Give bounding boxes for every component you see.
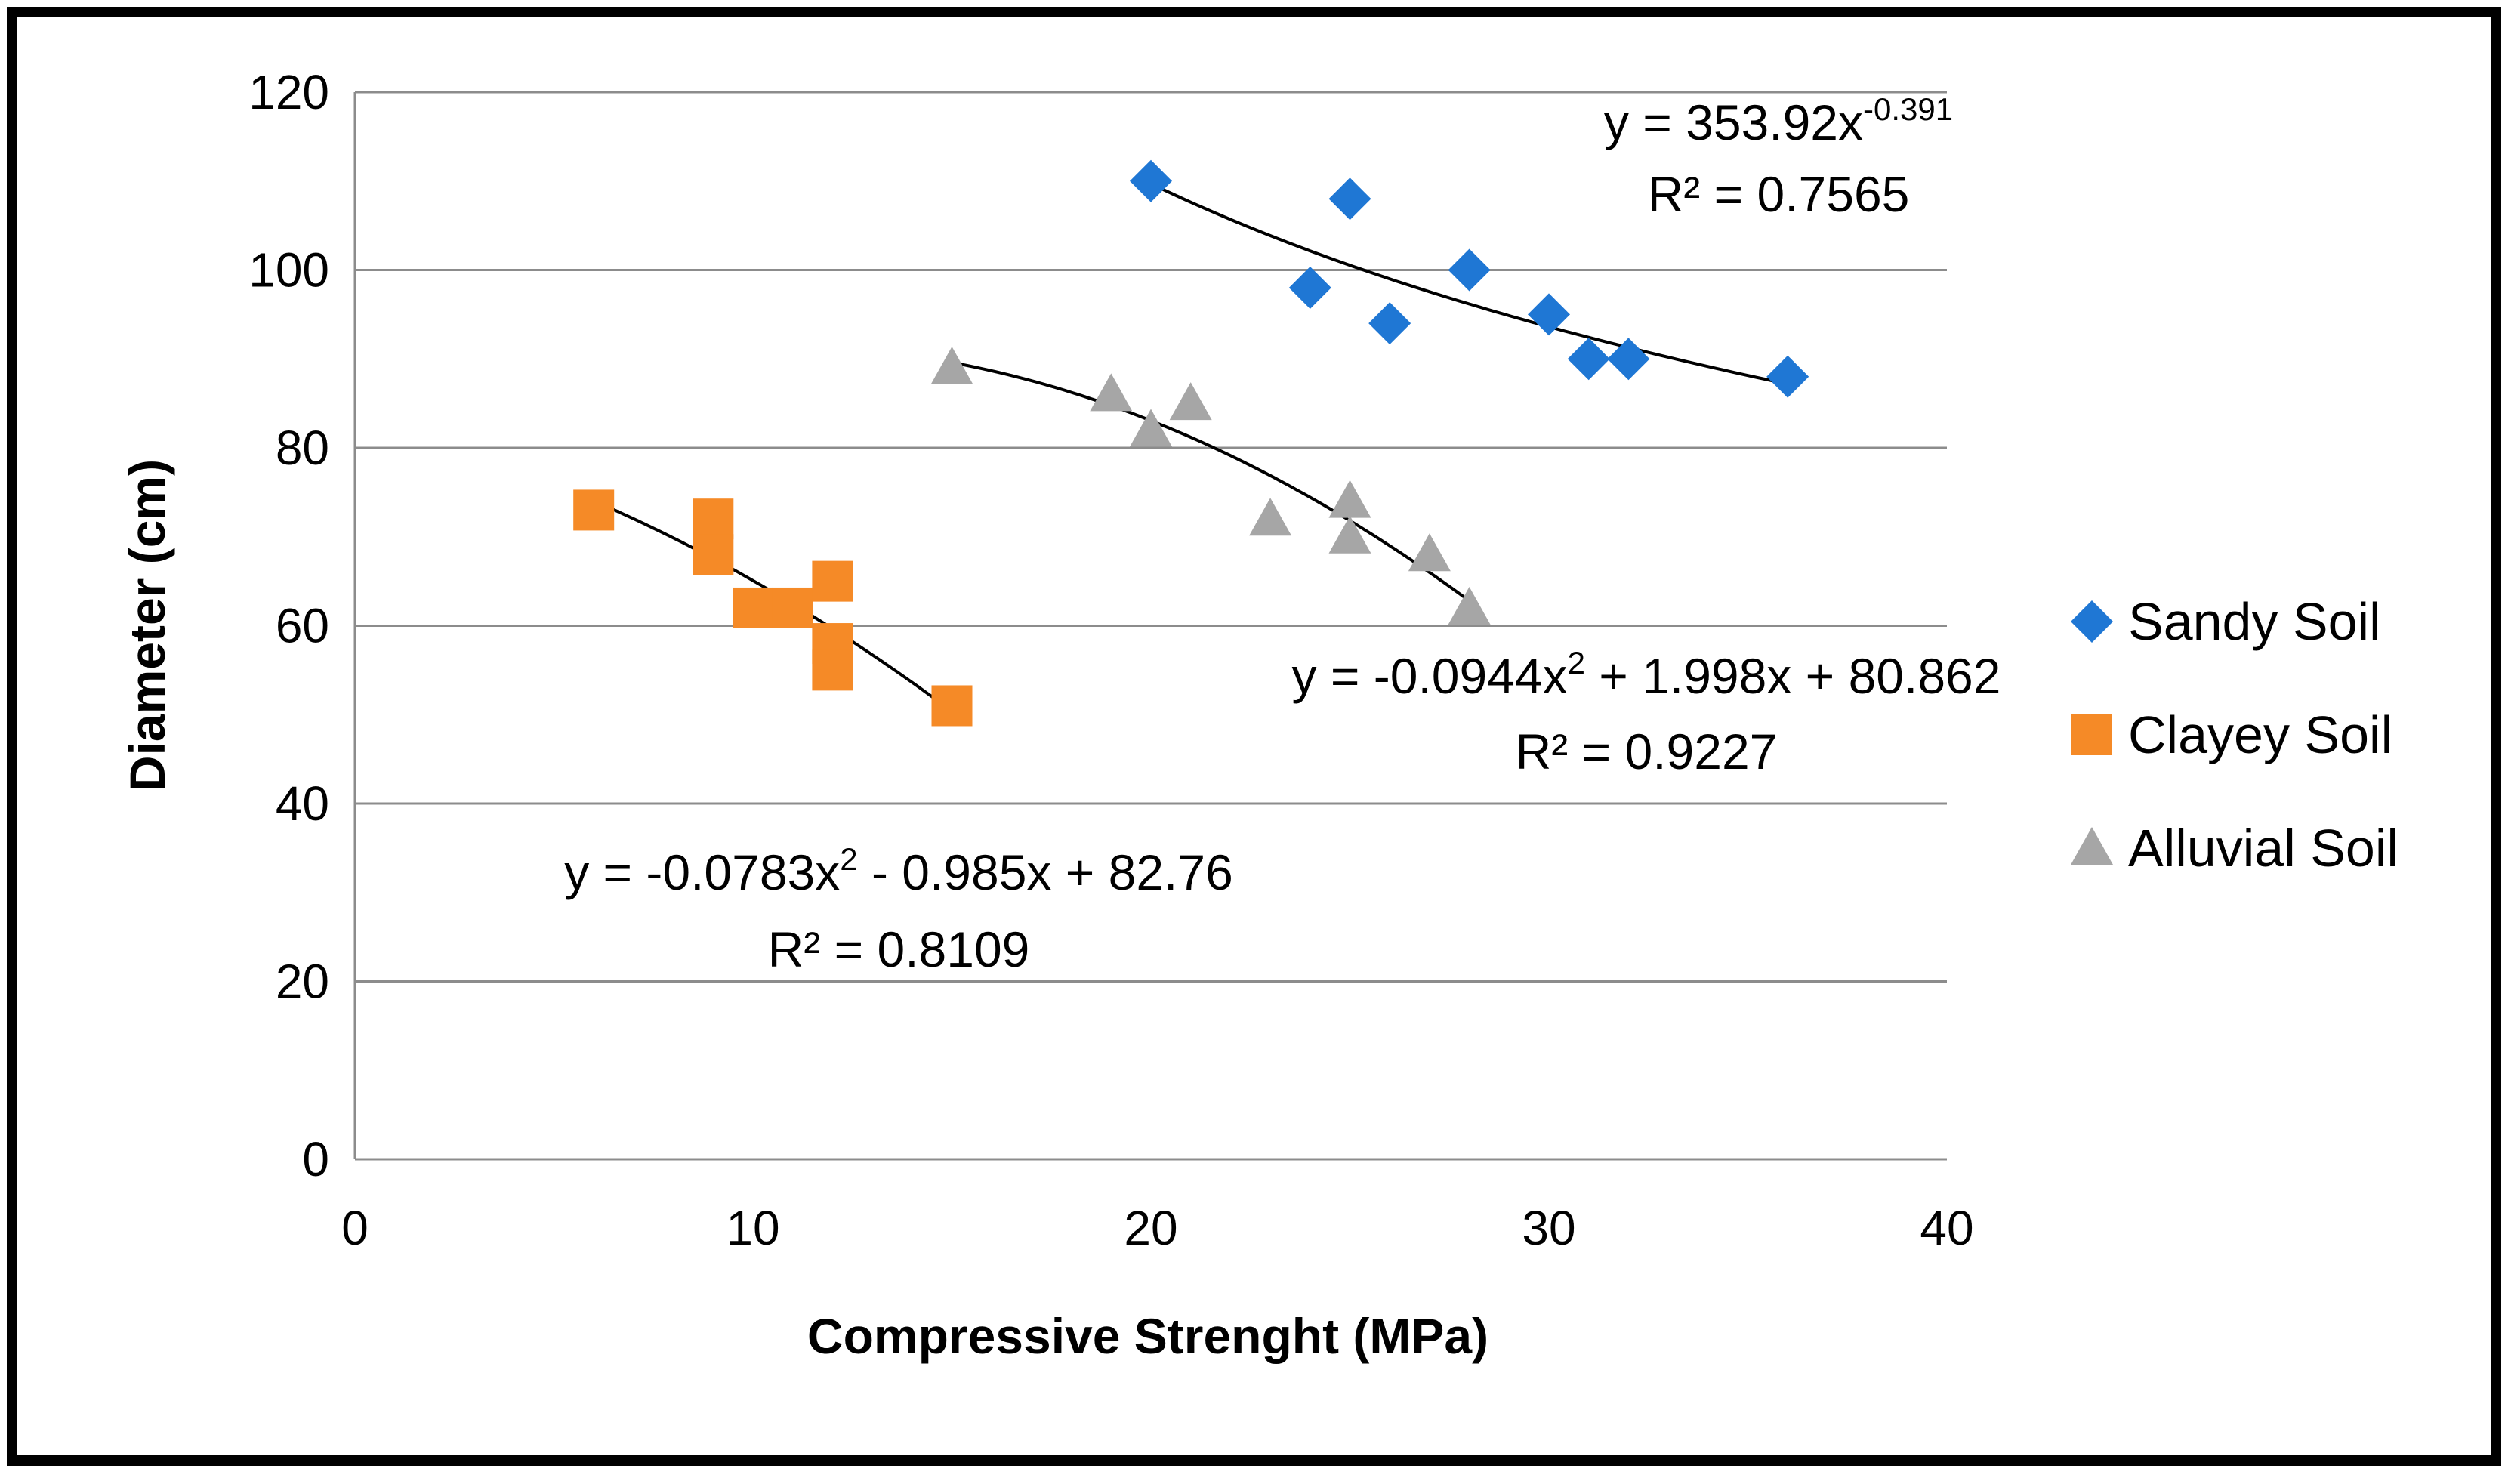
alluvial-soil-point: [1249, 498, 1292, 536]
sandy-soil-trendline: [1150, 182, 1788, 386]
clayey-soil-point: [693, 534, 734, 575]
grid-layer: [355, 91, 1947, 983]
clayey-soil-point: [573, 489, 615, 531]
alluvial-soil-point: [1328, 515, 1371, 554]
y-tick-label: 20: [276, 955, 329, 1009]
x-axis-title: Compressive Strenght (MPa): [807, 1308, 1488, 1364]
alluvial-soil-point: [1408, 533, 1451, 572]
clayey-soil-point: [733, 587, 773, 628]
legend-label-alluvial-soil: Alluvial Soil: [2128, 819, 2398, 878]
sandy-soil-equation-exponent: -0.391: [1863, 91, 1953, 127]
x-tick-label: 0: [341, 1201, 369, 1255]
alluvial-soil-point: [1090, 373, 1133, 412]
alluvial-soil-point: [1130, 409, 1172, 447]
sandy-soil-point: [1607, 338, 1650, 381]
legend-marker-alluvial-soil: [2071, 827, 2113, 865]
alluvial-soil-equation-rest: + 1.998x + 80.862: [1585, 648, 2001, 704]
legend-label-sandy-soil: Sandy Soil: [2128, 592, 2381, 651]
alluvial-soil-point: [1169, 382, 1212, 421]
alluvial-soil-point: [930, 347, 973, 385]
points-layer: [573, 159, 1809, 727]
sandy-soil-point: [1448, 248, 1491, 292]
clayey-soil-equation-rest: - 0.985x + 82.76: [858, 844, 1233, 900]
y-tick-label: 120: [248, 65, 329, 119]
legend: Sandy Soil Clayey Soil Alluvial Soil: [2071, 592, 2398, 878]
x-tick-label: 30: [1522, 1201, 1575, 1255]
alluvial-soil-trendline: [952, 361, 1470, 603]
clayey-soil-point: [812, 560, 853, 602]
legend-label-clayey-soil: Clayey Soil: [2128, 705, 2392, 764]
y-tick-label: 100: [248, 243, 329, 298]
sandy-soil-point: [1288, 267, 1331, 310]
clayey-soil-point: [812, 649, 853, 691]
sandy-soil-equation: y = 353.92x-0.391: [1604, 91, 1953, 150]
alluvial-soil-r-squared: R² = 0.9227: [1516, 723, 1778, 779]
alluvial-soil-point: [1328, 480, 1371, 518]
sandy-soil-r-squared: R² = 0.7565: [1648, 166, 1910, 222]
x-tick-label: 20: [1124, 1201, 1177, 1255]
axes-layer: 0 20 40 60 80 100 120 0 10 20 30 40: [248, 65, 1973, 1255]
x-tick-label: 40: [1920, 1201, 1973, 1255]
sandy-soil-point: [1368, 302, 1411, 345]
sandy-soil-point: [1567, 338, 1610, 381]
alluvial-soil-equation-base: y = -0.0944x: [1292, 648, 1568, 704]
clayey-soil-r-squared: R² = 0.8109: [768, 921, 1030, 977]
y-tick-label: 0: [302, 1132, 329, 1186]
sandy-soil-point: [1328, 177, 1371, 221]
clayey-soil-equation-exponent: 2: [840, 841, 857, 877]
alluvial-soil-point: [1448, 586, 1491, 625]
clayey-soil-point: [772, 587, 813, 628]
alluvial-soil-equation-exponent: 2: [1568, 645, 1585, 680]
equation-layer: y = 353.92x-0.391 R² = 0.7565 y = -0.0783x…: [564, 91, 2001, 977]
x-tick-label: 10: [726, 1201, 779, 1255]
sandy-soil-equation-base: y = 353.92x: [1604, 94, 1863, 150]
clayey-soil-point: [931, 685, 973, 727]
y-tick-label: 60: [276, 599, 329, 653]
alluvial-soil-equation: y = -0.0944x2 + 1.998x + 80.862: [1292, 645, 2001, 704]
sandy-soil-point: [1766, 355, 1809, 398]
sandy-soil-point: [1528, 293, 1570, 336]
clayey-soil-point: [693, 498, 734, 540]
sandy-soil-point: [1130, 159, 1172, 202]
y-tick-label: 40: [276, 776, 329, 831]
legend-marker-clayey-soil: [2071, 714, 2112, 755]
y-tick-label: 80: [276, 421, 329, 475]
clayey-soil-equation-base: y = -0.0783x: [564, 844, 840, 900]
legend-marker-sandy-soil: [2071, 600, 2113, 643]
y-axis-title: Diameter (cm): [119, 459, 175, 791]
clayey-soil-equation: y = -0.0783x2 - 0.985x + 82.76: [564, 841, 1233, 900]
